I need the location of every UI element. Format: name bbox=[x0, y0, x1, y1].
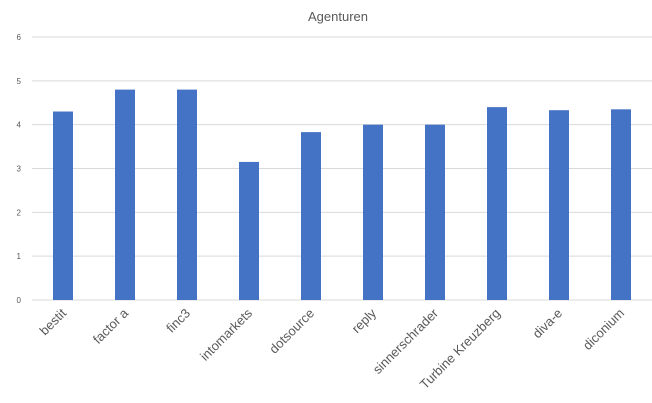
x-tick-label: factor a bbox=[90, 305, 132, 347]
y-tick-label: 0 bbox=[17, 296, 22, 305]
bar-intomarkets bbox=[239, 161, 259, 300]
x-tick-label: bestit bbox=[37, 305, 70, 338]
x-tick-label: diconium bbox=[580, 306, 627, 353]
y-tick-label: 6 bbox=[17, 33, 22, 42]
y-tick-label: 5 bbox=[17, 77, 22, 86]
x-axis-ticks: bestit factor a finc3 intomarkets dotsource r… bbox=[37, 305, 628, 392]
bar-turbine-kreuzberg bbox=[487, 107, 507, 300]
bar-sinnerschrader bbox=[425, 124, 445, 301]
x-tick-label: reply bbox=[349, 305, 380, 336]
bar-finc3 bbox=[177, 89, 197, 300]
x-tick-label: finc3 bbox=[163, 306, 193, 336]
bar-diva-e bbox=[549, 110, 569, 301]
y-tick-label: 4 bbox=[17, 121, 22, 130]
y-axis-ticks: 0 1 2 3 4 5 6 bbox=[17, 33, 22, 305]
x-tick-label: diva-e bbox=[529, 306, 565, 342]
y-tick-label: 1 bbox=[17, 252, 22, 261]
bar-bestit bbox=[53, 111, 73, 301]
y-tick-label: 3 bbox=[17, 165, 22, 174]
bar-factor-a bbox=[115, 89, 135, 300]
x-tick-label: intomarkets bbox=[197, 305, 255, 363]
bar-reply bbox=[363, 124, 383, 301]
gridlines bbox=[32, 36, 652, 301]
x-tick-label: dotsource bbox=[266, 306, 317, 357]
y-tick-label: 2 bbox=[17, 208, 22, 217]
bar-diconium bbox=[611, 109, 631, 300]
chart-title: Agenturen bbox=[308, 9, 368, 24]
bar-dotsource bbox=[301, 132, 321, 300]
bars bbox=[53, 89, 631, 301]
